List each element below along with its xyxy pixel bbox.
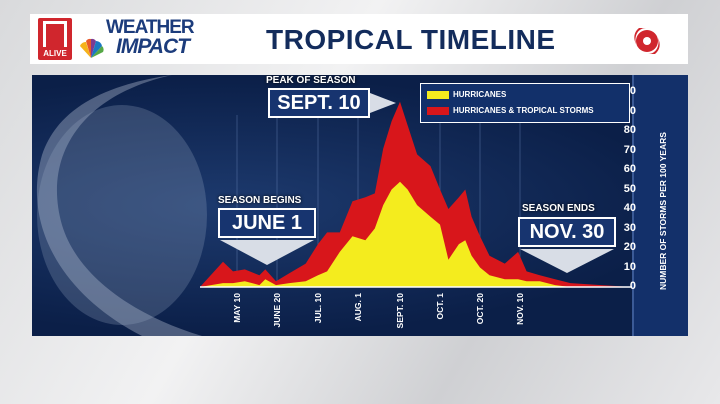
hurricane-swirl-graphic [36,75,207,336]
x-tick-label: NOV. 10 [515,293,525,325]
y-tick-label: 40 [623,202,636,214]
x-tick-label: AUG. 1 [353,293,363,322]
end-heading: SEASON ENDS [522,203,595,214]
x-tick-label: MAY 10 [232,293,242,323]
x-tick-label: SEPT. 10 [395,293,405,329]
y-tick-label: 20 [623,241,636,253]
header-banner: ALIVE WEATHER IMPACT TROPICAL TIMELINE [30,14,688,64]
x-tick-label: JUL. 10 [313,293,323,324]
peak-date-box: SEPT. 10 [268,88,370,118]
station-logo: ALIVE [38,18,72,60]
peak-heading: PEAK OF SEASON [266,75,356,86]
legend-swatch-yellow [427,90,449,99]
legend-item-all-storms: HURRICANES & TROPICAL STORMS [427,106,594,115]
y-axis-bar [632,75,688,336]
y-tick-label: 0 [629,280,636,292]
legend-label: HURRICANES & TROPICAL STORMS [453,106,594,115]
legend: HURRICANES HURRICANES & TROPICAL STORMS [420,83,630,123]
end-date-box: NOV. 30 [518,217,616,247]
peacock-logo-icon [80,38,104,58]
begin-heading: SEASON BEGINS [218,195,302,206]
y-tick-label: 80 [623,124,636,136]
begin-date-box: JUNE 1 [218,208,316,238]
x-tick-label: JUNE 20 [272,293,282,328]
begin-arrow-icon [220,240,314,265]
area-hurricanes-tropical-storms [200,101,632,287]
y-tick-label: 50 [623,182,636,195]
peak-arrow-icon [370,93,396,113]
y-axis-title: NUMBER OF STORMS PER 100 YEARS [658,132,668,290]
legend-label: HURRICANES [453,90,507,99]
hurricane-icon [634,28,660,54]
x-tick-label: OCT. 20 [475,293,485,325]
legend-item-hurricanes: HURRICANES [427,90,506,99]
storm-frequency-chart [200,93,632,288]
show-name-line1: WEATHER [106,17,195,38]
chart-panel: 0102030405060708090100 NUMBER OF STORMS … [32,75,688,336]
show-logo: WEATHER IMPACT [106,17,195,58]
area-hurricanes [200,181,632,287]
page-title: TROPICAL TIMELINE [266,24,556,55]
legend-swatch-red [427,106,449,115]
show-name-line2: IMPACT [116,35,190,58]
y-tick-label: 70 [623,143,636,156]
y-tick-label: 60 [623,163,636,175]
y-tick-label: 10 [623,260,636,273]
x-tick-label: OCT. 1 [435,293,445,320]
end-arrow-icon [520,249,614,273]
y-tick-label: 30 [623,221,636,234]
